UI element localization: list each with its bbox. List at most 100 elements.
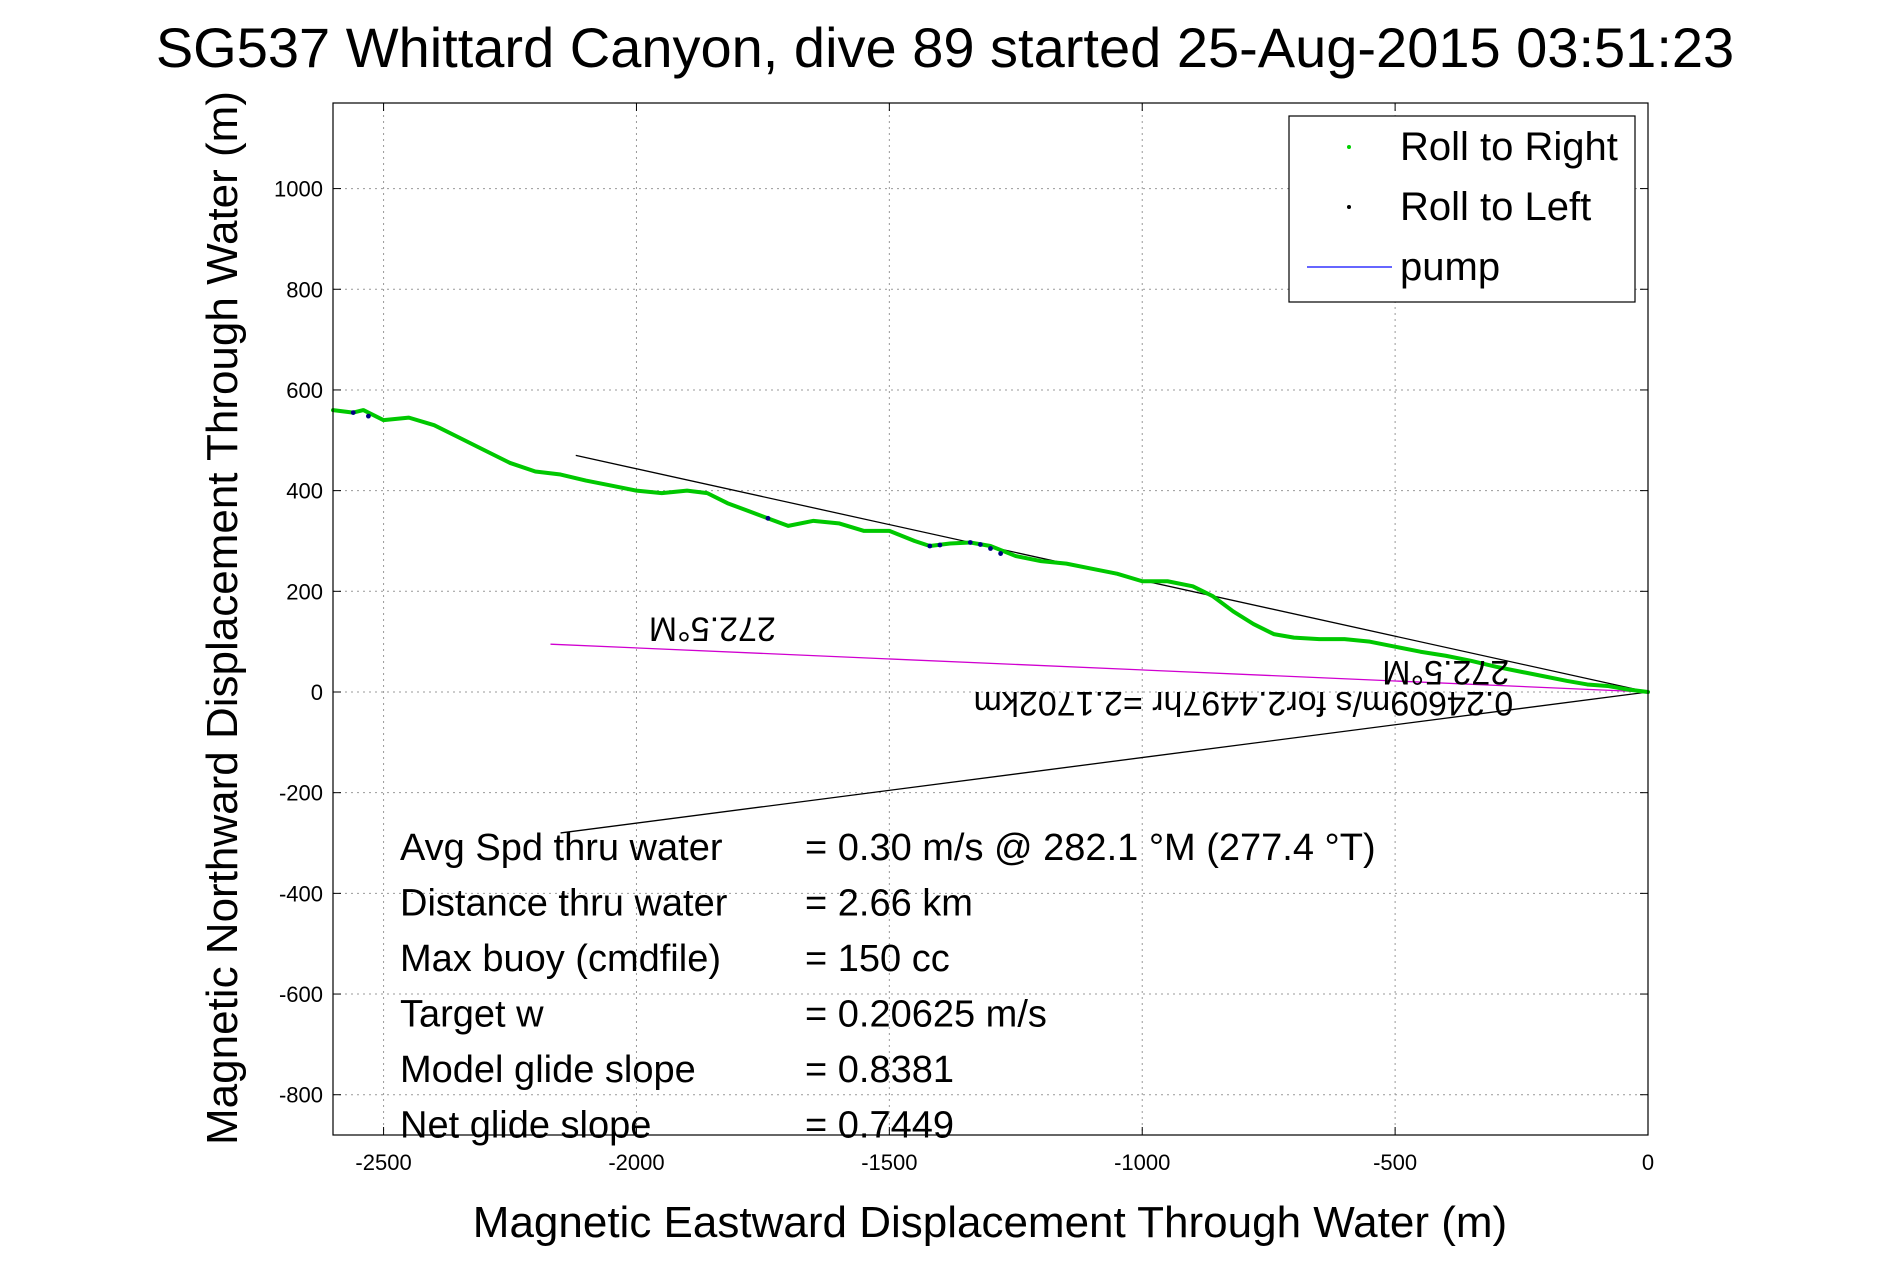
reference-line	[560, 691, 1649, 834]
y-tick-label: 400	[286, 479, 323, 504]
roll-to-left-point	[350, 410, 356, 415]
stat-label: Model glide slope	[400, 1049, 696, 1091]
roll-to-right-point	[1585, 682, 1589, 687]
roll-to-left-point	[977, 542, 983, 547]
x-axis-label: Magnetic Eastward Displacement Through W…	[473, 1198, 1507, 1247]
roll-to-right-point	[1342, 637, 1347, 641]
plot-frame	[332, 102, 1649, 1136]
x-tick-label: 0	[1642, 1150, 1654, 1175]
x-tick-label: -2000	[608, 1150, 664, 1175]
roll-to-right-point	[1565, 679, 1569, 683]
chart-title: SG537 Whittard Canyon, dive 89 started 2…	[156, 16, 1734, 79]
roll-to-right-point	[533, 469, 537, 474]
roll-to-left-point	[937, 542, 943, 548]
roll-to-right-point	[508, 461, 512, 465]
y-tick-label: -200	[279, 781, 323, 806]
roll-to-right-point	[558, 472, 563, 477]
roll-to-right-point	[432, 423, 436, 427]
roll-to-right-point	[948, 541, 952, 546]
roll-to-right-point	[1039, 559, 1043, 563]
stat-value: = 150 cc	[805, 938, 950, 980]
roll-to-right-point	[1115, 572, 1119, 576]
roll-to-left-point	[998, 551, 1004, 556]
x-tick-label: -1000	[1114, 1150, 1170, 1175]
roll-to-right-point	[913, 539, 917, 543]
annotation-label: 0.24609m/s for2.4497hr =2.1702km	[974, 684, 1514, 722]
roll-to-right-point	[361, 408, 365, 412]
roll-to-right-point	[1317, 637, 1321, 641]
y-tick-label: -800	[279, 1083, 323, 1108]
roll-to-right-point	[609, 483, 613, 488]
roll-to-right-point	[862, 529, 866, 533]
legend-swatch-dot	[1347, 145, 1351, 149]
annotation-label: 272.5°M	[649, 609, 776, 647]
reference-line	[550, 643, 1649, 693]
roll-to-right-point	[746, 509, 750, 513]
roll-to-right-point	[381, 418, 386, 422]
stat-label: Distance thru water	[400, 883, 728, 925]
legend: Roll to Right Roll to Left pump	[1288, 115, 1636, 303]
x-tick-label: -500	[1373, 1150, 1417, 1175]
legend-label: Roll to Right	[1400, 125, 1618, 169]
roll-to-right-point	[685, 489, 689, 493]
roll-to-right-point	[1064, 562, 1068, 566]
roll-to-left-point	[765, 515, 771, 521]
roll-to-right-point	[705, 491, 709, 495]
stat-value: = 0.8381	[805, 1049, 954, 1091]
roll-to-right-point	[1494, 665, 1498, 669]
roll-to-right-point	[1272, 632, 1276, 636]
y-tick-label: 800	[286, 277, 323, 302]
roll-to-right-point	[725, 501, 730, 505]
stat-label: Max buoy (cmdfile)	[400, 938, 721, 980]
roll-to-right-point	[1605, 684, 1610, 688]
y-tick-label: 0	[311, 680, 323, 705]
roll-to-right-point	[660, 491, 664, 495]
y-tick-labels: -800 -600 -400 -200 0 200 400 600 800 1000	[274, 177, 323, 1108]
x-tick-label: -2500	[355, 1150, 411, 1175]
stat-value: = 2.66 km	[805, 883, 973, 925]
legend-swatch-dot	[1347, 205, 1351, 209]
y-tick-label: -600	[279, 982, 323, 1007]
roll-to-right-point	[1140, 579, 1144, 583]
roll-to-right-point	[811, 519, 816, 523]
roll-to-right-point	[1090, 567, 1094, 571]
roll-to-right-point	[634, 489, 639, 493]
roll-to-right-point	[1469, 659, 1473, 663]
roll-to-right-point	[483, 448, 487, 452]
y-axis-label: Magnetic Northward Displacement Through …	[198, 91, 247, 1145]
stat-label: Avg Spd thru water	[400, 827, 723, 869]
roll-to-left-point	[927, 543, 933, 549]
roll-to-right-point	[1014, 554, 1018, 558]
stat-label: Target w	[400, 994, 544, 1036]
roll-to-left-point	[988, 546, 993, 551]
legend-label: Roll to Left	[1400, 185, 1591, 229]
roll-to-right-point	[887, 529, 891, 533]
y-tick-label: 600	[286, 378, 323, 403]
roll-to-right-point	[457, 436, 462, 440]
roll-to-right-point	[1292, 636, 1296, 640]
legend-label: pump	[1400, 245, 1500, 289]
y-tick-label: -400	[279, 881, 323, 906]
y-tick-label: 200	[286, 579, 323, 604]
roll-to-right-point	[837, 521, 841, 525]
roll-to-right-point	[1191, 584, 1195, 588]
stat-label: Net glide slope	[400, 1105, 651, 1147]
stats-block: Avg Spd thru water = 0.30 m/s @ 282.1 °M …	[400, 827, 1376, 1147]
grid	[333, 103, 1649, 1135]
roll-to-right-point	[1231, 609, 1235, 614]
stat-value: = 0.30 m/s @ 282.1 °M (277.4 °T)	[805, 827, 1376, 869]
roll-to-left-point	[366, 413, 371, 419]
roll-to-right-point	[1545, 675, 1549, 679]
roll-to-right-point	[1211, 594, 1215, 598]
roll-to-right-point	[1393, 645, 1397, 649]
roll-to-right-point	[584, 478, 588, 483]
roll-to-right-point	[1368, 640, 1372, 644]
roll-to-left-point	[967, 540, 973, 545]
stat-value: = 0.7449	[805, 1105, 954, 1147]
x-tick-labels: -2500 -2000 -1500 -1000 -500 0	[355, 1150, 1654, 1175]
annotation-label: 272.5°M	[1382, 653, 1509, 691]
roll-to-right-point	[1418, 650, 1423, 654]
x-tick-label: -1500	[861, 1150, 917, 1175]
